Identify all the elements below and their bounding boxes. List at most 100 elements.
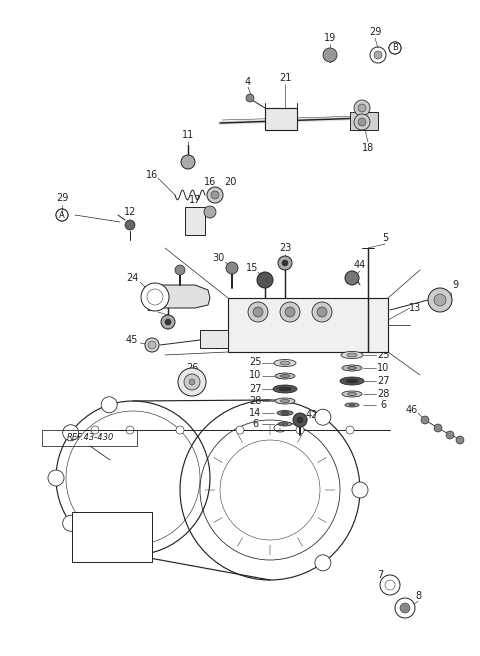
Circle shape [178, 368, 206, 396]
Circle shape [358, 104, 366, 112]
Text: 24: 24 [126, 273, 138, 283]
Text: 25: 25 [377, 350, 389, 360]
Circle shape [125, 220, 135, 230]
Ellipse shape [347, 353, 357, 357]
Text: 14: 14 [249, 408, 261, 418]
Circle shape [253, 307, 263, 317]
Circle shape [91, 426, 99, 434]
Ellipse shape [281, 411, 289, 415]
Ellipse shape [273, 385, 297, 393]
Ellipse shape [340, 377, 364, 385]
Text: REF.43-430: REF.43-430 [66, 434, 114, 443]
Text: 6: 6 [380, 400, 386, 410]
Bar [350, 112, 378, 130]
Text: 27: 27 [249, 384, 261, 394]
Circle shape [226, 262, 238, 274]
Circle shape [345, 271, 359, 285]
Circle shape [400, 603, 410, 613]
Circle shape [421, 416, 429, 424]
Circle shape [446, 431, 454, 439]
Polygon shape [145, 285, 210, 308]
Ellipse shape [280, 400, 289, 403]
Circle shape [165, 319, 171, 325]
Text: 28: 28 [377, 389, 389, 399]
Circle shape [207, 187, 223, 203]
Text: 28: 28 [249, 396, 261, 406]
Text: 30: 30 [212, 253, 224, 263]
Circle shape [161, 315, 175, 329]
Bar [185, 207, 205, 235]
Circle shape [148, 341, 156, 349]
Text: 44: 44 [354, 260, 366, 270]
Circle shape [358, 118, 366, 126]
Text: 27: 27 [377, 376, 389, 386]
Circle shape [175, 265, 185, 275]
Circle shape [354, 100, 370, 116]
Text: A: A [267, 325, 273, 335]
Circle shape [141, 283, 169, 311]
Bar [228, 298, 388, 352]
Text: 16: 16 [204, 177, 216, 187]
Text: 5: 5 [382, 233, 388, 243]
Circle shape [126, 426, 134, 434]
Ellipse shape [280, 375, 289, 377]
Text: 10: 10 [249, 370, 261, 380]
Text: 9: 9 [452, 280, 458, 290]
Bar [200, 330, 228, 348]
Circle shape [380, 575, 400, 595]
Ellipse shape [278, 422, 292, 426]
Circle shape [282, 260, 288, 266]
Circle shape [374, 51, 382, 59]
Circle shape [248, 302, 268, 322]
Circle shape [312, 302, 332, 322]
Text: B: B [392, 43, 398, 52]
Ellipse shape [275, 398, 295, 404]
Text: 6: 6 [252, 419, 258, 429]
Ellipse shape [348, 367, 357, 369]
Text: 16: 16 [146, 170, 158, 180]
Circle shape [317, 307, 327, 317]
Circle shape [189, 379, 195, 385]
Text: 23: 23 [146, 303, 158, 313]
Circle shape [101, 397, 117, 413]
Ellipse shape [342, 391, 362, 397]
Circle shape [285, 307, 295, 317]
Text: 29: 29 [369, 27, 381, 37]
Ellipse shape [274, 359, 296, 367]
Circle shape [63, 515, 79, 531]
Ellipse shape [341, 352, 363, 358]
Ellipse shape [282, 423, 288, 425]
Text: 29: 29 [56, 193, 68, 203]
Text: 12: 12 [124, 207, 136, 217]
Circle shape [296, 426, 304, 434]
Circle shape [434, 294, 446, 306]
Text: 11: 11 [182, 130, 194, 140]
Circle shape [278, 256, 292, 270]
Circle shape [204, 206, 216, 218]
Circle shape [354, 114, 370, 130]
Ellipse shape [275, 373, 295, 379]
Ellipse shape [348, 392, 357, 396]
Text: B: B [392, 43, 398, 52]
Text: A: A [59, 211, 65, 220]
Text: 46: 46 [406, 405, 418, 415]
Text: 13: 13 [409, 303, 421, 313]
Circle shape [236, 426, 244, 434]
Circle shape [184, 374, 200, 390]
Text: B: B [305, 325, 311, 335]
Circle shape [211, 191, 219, 199]
Bar [72, 512, 152, 562]
Text: 25: 25 [249, 357, 261, 367]
Circle shape [352, 482, 368, 498]
Circle shape [257, 272, 273, 288]
Bar [265, 108, 297, 130]
Text: 19: 19 [324, 33, 336, 43]
Circle shape [323, 48, 337, 62]
Ellipse shape [277, 411, 293, 415]
Text: 42: 42 [306, 410, 318, 420]
Text: 8: 8 [415, 591, 421, 601]
Circle shape [48, 470, 64, 486]
Circle shape [246, 94, 254, 102]
Circle shape [428, 288, 452, 312]
Circle shape [145, 338, 159, 352]
